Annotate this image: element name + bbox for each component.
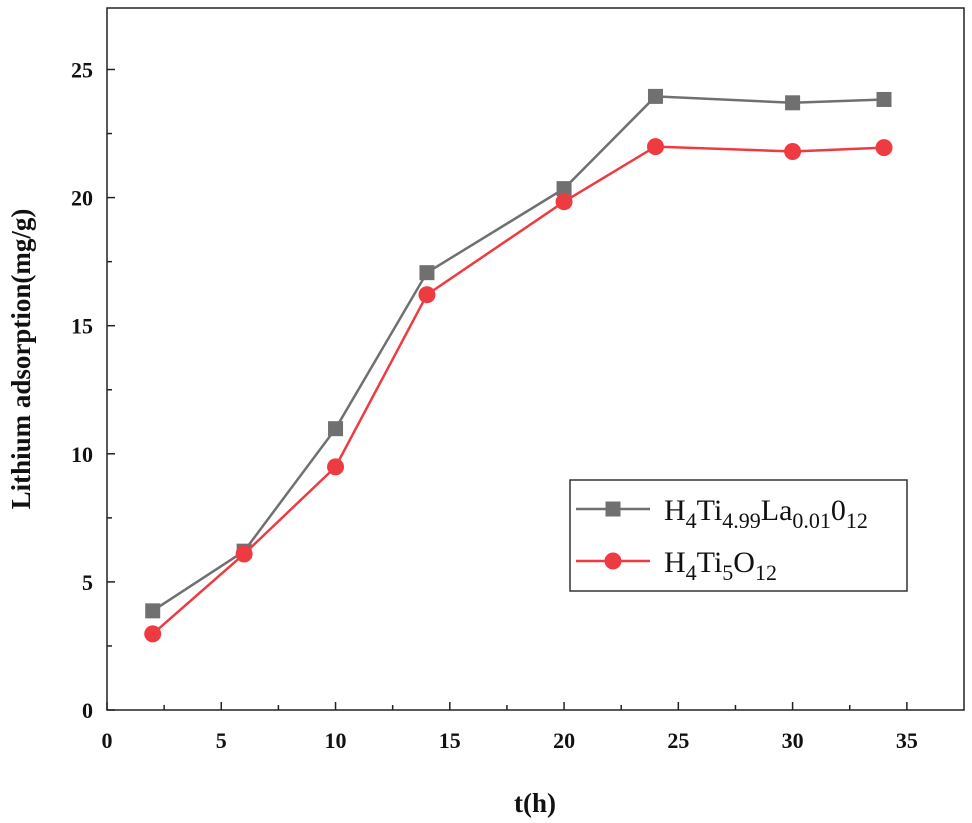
y-tick-label: 10 — [71, 442, 93, 467]
series-1 — [144, 138, 893, 643]
data-point — [235, 545, 253, 563]
series-line — [152, 95, 885, 612]
plot-frame — [106, 7, 965, 711]
y-tick-label: 25 — [71, 57, 93, 82]
data-point — [785, 95, 801, 111]
series-line — [151, 145, 885, 635]
y-tick-label: 5 — [82, 570, 93, 595]
legend-marker — [605, 501, 621, 517]
data-point — [556, 181, 572, 197]
data-point — [784, 142, 802, 160]
legend: H4Ti4.99La0.01012 H4Ti5O12 — [569, 479, 908, 592]
data-point — [647, 88, 663, 104]
data-point — [646, 138, 664, 156]
x-tick-label: 10 — [325, 728, 347, 753]
x-tick-label: 35 — [896, 728, 918, 753]
data-point — [555, 193, 573, 211]
x-tick-label: 0 — [102, 728, 113, 753]
data-point — [418, 286, 436, 304]
x-tick-label: 25 — [667, 728, 689, 753]
legend-item: H4Ti4.99La0.01012 — [576, 494, 868, 533]
y-tick-label: 20 — [71, 186, 93, 211]
legend-marker — [604, 552, 622, 570]
x-tick-label: 15 — [439, 728, 461, 753]
y-tick-label: 0 — [82, 698, 93, 723]
x-tick-label: 5 — [216, 728, 227, 753]
legend-label: H4Ti4.99La0.01012 — [664, 494, 868, 533]
data-point — [145, 603, 161, 619]
data-point — [328, 421, 344, 437]
data-point — [876, 91, 892, 107]
data-point — [875, 139, 893, 157]
x-tick-label: 30 — [782, 728, 804, 753]
y-axis-label: Lithium adsorption(mg/g) — [6, 209, 36, 510]
legend-item: H4Ti5O12 — [576, 546, 777, 585]
y-tick-label: 15 — [71, 314, 93, 339]
x-tick-label: 20 — [553, 728, 575, 753]
data-point — [144, 625, 162, 643]
data-point — [327, 458, 345, 476]
legend-box — [569, 479, 908, 592]
x-axis-label: t(h) — [514, 788, 556, 818]
legend-label: H4Ti5O12 — [664, 546, 777, 585]
data-point — [419, 265, 435, 281]
